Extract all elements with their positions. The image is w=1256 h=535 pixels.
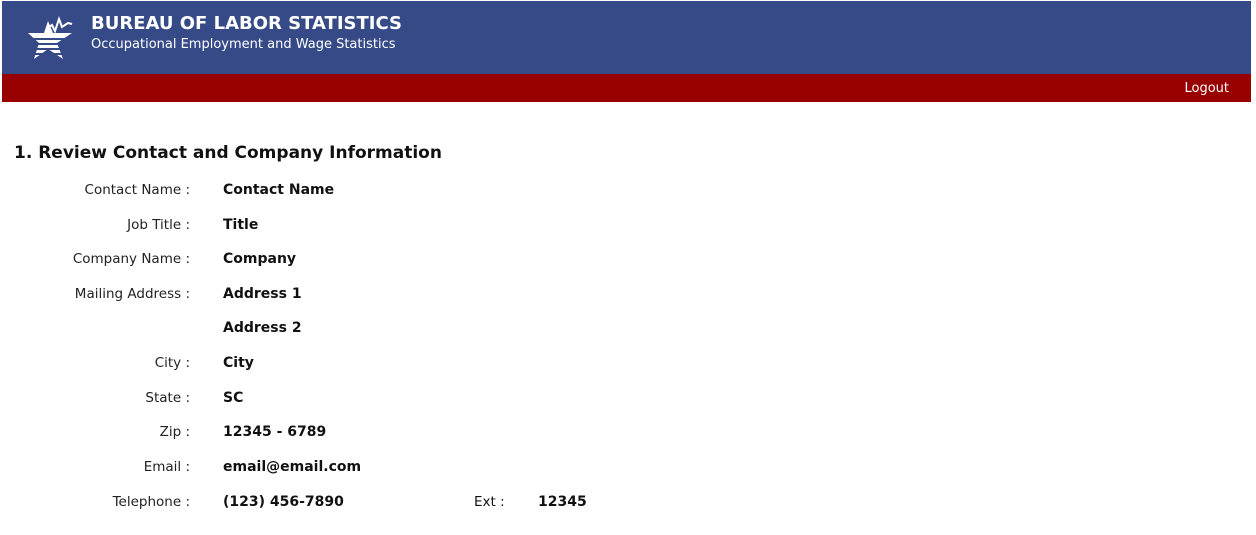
field-value: (123) 456-7890 — [223, 494, 344, 510]
field-label: Email : — [143, 459, 190, 475]
field-value: Contact Name — [223, 182, 335, 198]
bls-star-logo-icon — [28, 16, 74, 59]
logout-link[interactable]: Logout — [1184, 81, 1229, 96]
site-subtitle: Occupational Employment and Wage Statist… — [91, 37, 396, 52]
field-label: Company Name : — [72, 251, 190, 267]
field-label: Job Title : — [127, 217, 190, 233]
field-value: Address 2 — [223, 320, 302, 336]
field-value: Title — [223, 217, 259, 233]
field-value: SC — [223, 390, 244, 406]
field-label: Telephone : — [112, 494, 190, 510]
field-label: Zip : — [159, 424, 190, 440]
field-label: Contact Name : — [84, 182, 190, 198]
ext-label: Ext : — [474, 494, 505, 510]
ext-value: 12345 — [538, 494, 587, 510]
section-title: 1. Review Contact and Company Informatio… — [14, 143, 442, 163]
field-value: email@email.com — [223, 459, 362, 475]
field-value: 12345 - 6789 — [223, 424, 327, 440]
field-label: State : — [145, 390, 190, 406]
site-header: BUREAU OF LABOR STATISTICS Occupational … — [2, 1, 1251, 74]
field-value: Address 1 — [223, 286, 302, 302]
field-label: Mailing Address : — [74, 286, 190, 302]
nav-bar: Logout — [2, 74, 1251, 102]
field-row-telephone: Telephone : (123) 456-7890 Ext : 12345 — [0, 494, 700, 514]
field-label: City : — [154, 355, 190, 371]
field-value: City — [223, 355, 254, 371]
field-value: Company — [223, 251, 297, 267]
site-title: BUREAU OF LABOR STATISTICS — [91, 13, 402, 34]
